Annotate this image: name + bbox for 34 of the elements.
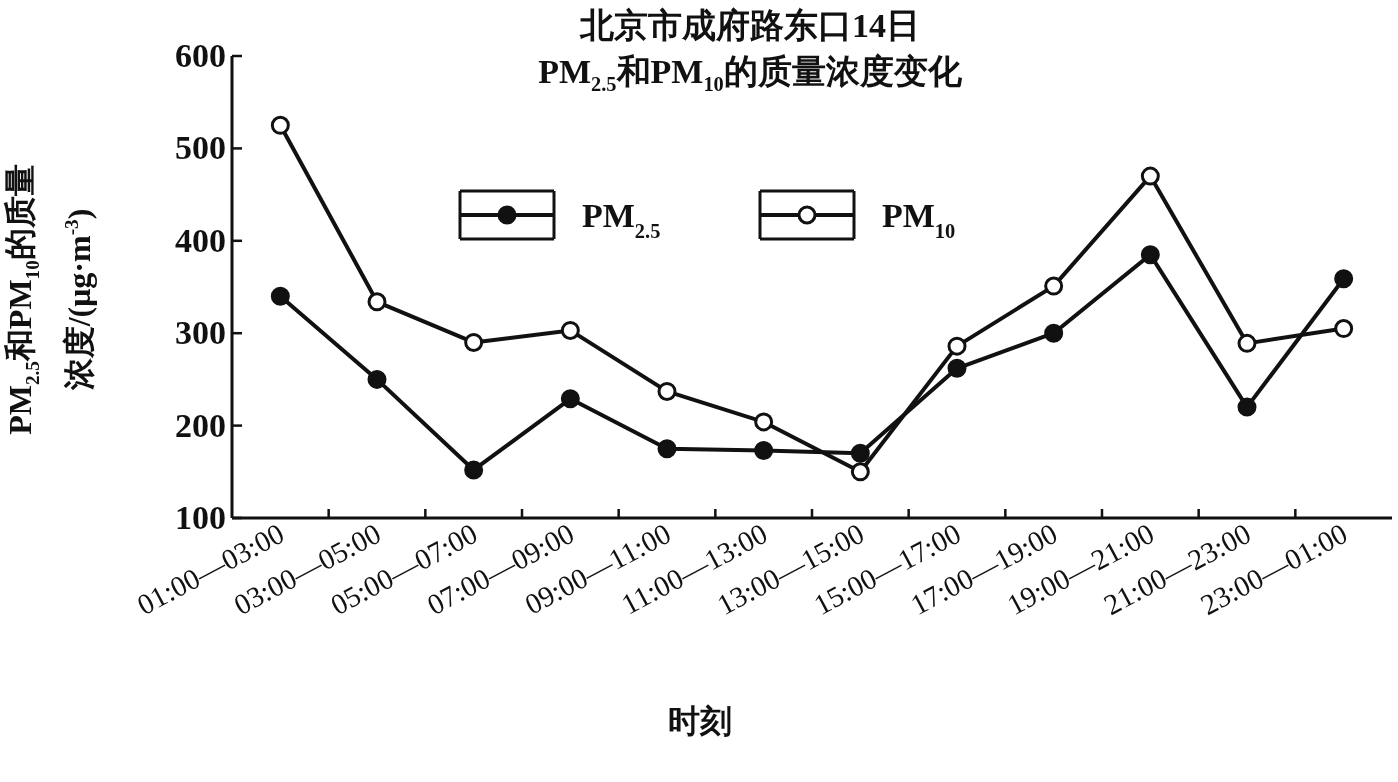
point	[1334, 269, 1354, 289]
point	[560, 320, 580, 340]
point	[1237, 333, 1257, 353]
point	[560, 389, 580, 409]
point	[270, 286, 290, 306]
point	[754, 441, 774, 461]
point	[754, 412, 774, 432]
legend-label: PM$_{2.5}$	[582, 197, 661, 242]
y-tick-label: 400	[175, 221, 226, 259]
y-tick-label: 200	[175, 406, 226, 444]
point	[850, 462, 870, 482]
point	[270, 115, 290, 135]
point	[1140, 166, 1160, 186]
point	[367, 292, 387, 312]
point	[657, 439, 677, 459]
point	[657, 381, 677, 401]
y-tick-label: 500	[175, 129, 226, 167]
point	[464, 460, 484, 480]
point	[1334, 319, 1354, 339]
chart-title: 北京市成府路东口14日	[578, 6, 921, 46]
x-axis-title: 时刻	[667, 702, 733, 741]
point	[1237, 397, 1257, 417]
y-tick-label: 600	[175, 37, 226, 74]
point	[947, 336, 967, 356]
chart-subtitle: PM$_{2.5}$和PM$_{10}$的质量浓度变化	[537, 52, 963, 97]
point	[947, 358, 967, 378]
point	[1044, 323, 1064, 343]
point	[1044, 276, 1064, 296]
point	[850, 443, 870, 463]
point	[367, 369, 387, 389]
y-tick-label: 300	[175, 314, 226, 352]
legend-label: PM$_{10}$	[882, 197, 956, 242]
point	[1140, 245, 1160, 265]
point	[464, 332, 484, 352]
